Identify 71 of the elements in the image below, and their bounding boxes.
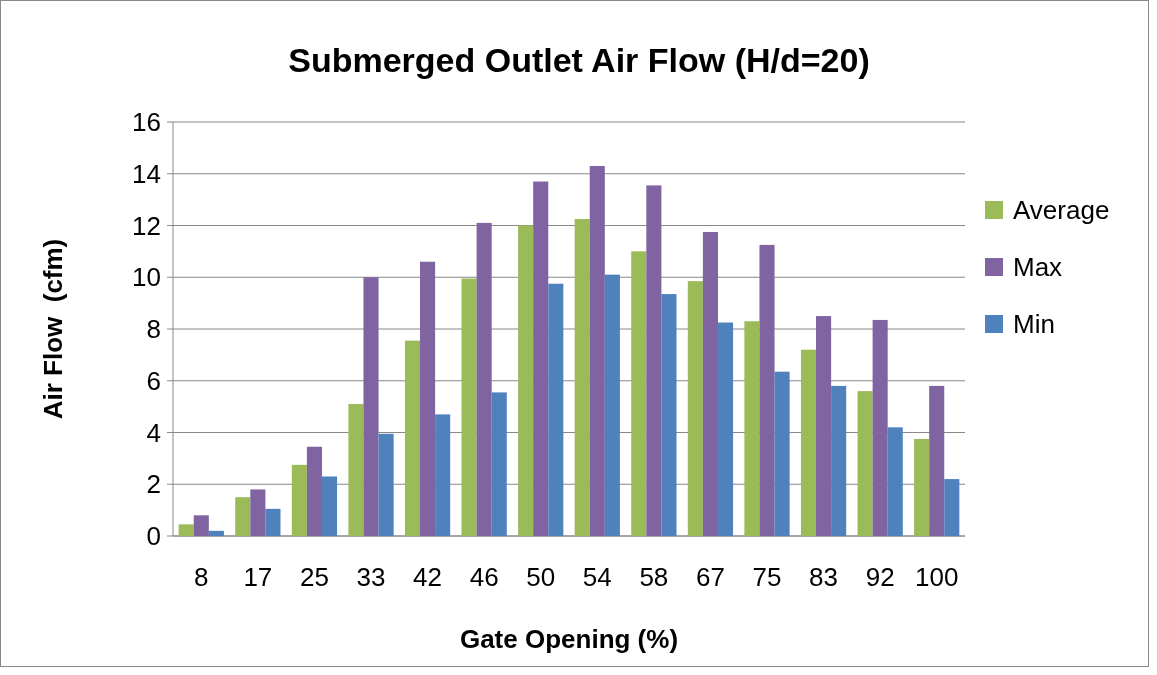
bar — [744, 321, 760, 536]
bar — [816, 316, 832, 536]
bar — [800, 349, 817, 536]
x-tick-label: 100 — [915, 562, 959, 592]
bar — [208, 530, 224, 536]
y-tick-label: 0 — [146, 521, 161, 552]
bar — [235, 497, 251, 536]
y-tick-label: 10 — [132, 262, 161, 293]
bar — [759, 244, 775, 536]
bar — [435, 414, 451, 536]
x-tick-label: 17 — [243, 562, 273, 592]
bar — [604, 274, 620, 536]
x-tick-label: 67 — [695, 562, 725, 592]
x-tick-label: 25 — [299, 562, 329, 592]
bar — [420, 261, 436, 536]
bar — [378, 433, 394, 536]
x-axis-title: Gate Opening (%) — [459, 624, 679, 654]
bar — [518, 225, 534, 536]
bar — [533, 181, 549, 536]
x-tick-label: 83 — [809, 562, 839, 592]
bar — [178, 524, 194, 536]
legend-label: Average — [1013, 195, 1110, 226]
bar — [857, 391, 873, 536]
y-tick-label: 2 — [146, 469, 161, 500]
bar — [491, 392, 507, 536]
bar — [291, 464, 307, 536]
y-tick-label: 14 — [132, 158, 161, 189]
bar — [589, 165, 605, 536]
bar — [774, 371, 790, 536]
bar — [661, 294, 677, 536]
bar — [702, 231, 718, 536]
x-tick-label: 42 — [413, 562, 443, 592]
y-axis-title: Air Flow (cfm) — [38, 238, 68, 420]
bar — [265, 508, 281, 536]
y-tick-label: 4 — [146, 417, 161, 448]
bar — [363, 277, 379, 536]
bar — [574, 219, 590, 536]
x-tick-label: 54 — [582, 562, 612, 592]
bar — [929, 385, 945, 536]
x-tick-label: 92 — [865, 562, 895, 592]
x-tick-label: 33 — [356, 562, 386, 592]
bar — [887, 427, 903, 536]
x-tick-label: 58 — [639, 562, 669, 592]
y-tick-label: 6 — [146, 365, 161, 396]
x-tick-label: 50 — [526, 562, 556, 592]
bar — [631, 251, 647, 536]
legend-label: Min — [1013, 309, 1055, 340]
bar — [944, 479, 960, 536]
y-tick-label: 16 — [132, 107, 161, 138]
legend-label: Max — [1013, 252, 1063, 283]
bar — [193, 515, 209, 536]
bar — [646, 185, 662, 536]
chart-title: Submerged Outlet Air Flow (H/d=20) — [288, 41, 870, 79]
bar — [914, 438, 930, 536]
bar — [404, 340, 421, 536]
bar — [321, 476, 338, 536]
bar — [548, 283, 564, 536]
x-tick-label: 46 — [469, 562, 499, 592]
y-tick-label: 8 — [146, 314, 161, 345]
bar — [717, 322, 734, 536]
y-tick-label: 12 — [132, 210, 161, 241]
x-tick-label: 8 — [194, 562, 209, 592]
bar — [250, 489, 266, 536]
bar — [306, 446, 322, 536]
bar — [348, 404, 364, 536]
bar — [461, 278, 477, 536]
bar — [687, 281, 703, 536]
bar — [476, 222, 492, 536]
bar — [872, 319, 888, 536]
bar — [831, 385, 847, 536]
x-tick-label: 75 — [752, 562, 782, 592]
